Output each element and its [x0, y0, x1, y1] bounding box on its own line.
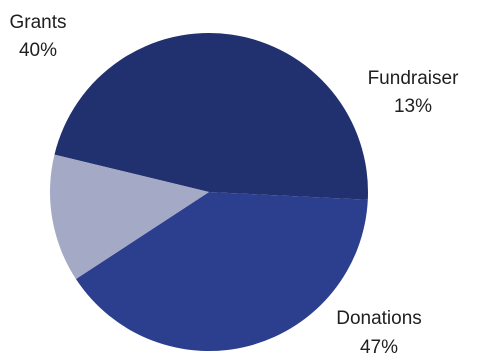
slice-label-fundraiser: Fundraiser	[368, 68, 459, 89]
pie-labels: Grants 40% Fundraiser 13% Donations 47%	[9, 12, 459, 358]
slice-percent-fundraiser: 13%	[394, 96, 432, 117]
pie-slices	[50, 33, 368, 352]
slice-label-grants: Grants	[9, 12, 66, 33]
slice-percent-donations: 47%	[360, 337, 398, 358]
slice-percent-grants: 40%	[19, 40, 57, 61]
slice-label-donations: Donations	[336, 308, 422, 329]
pie-slice-fundraiser	[50, 154, 209, 280]
pie-slice-donations	[54, 33, 368, 200]
pie-slice-grants	[75, 192, 368, 352]
